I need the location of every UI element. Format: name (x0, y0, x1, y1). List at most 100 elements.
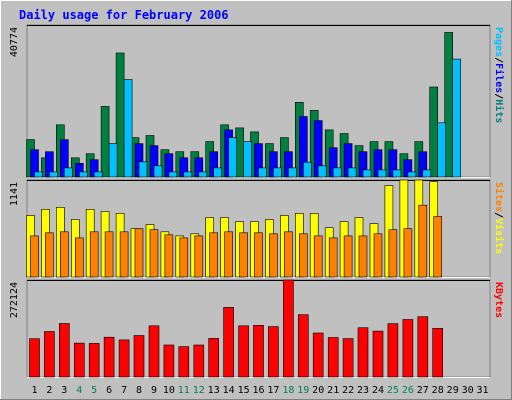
bar-kbytes-day-19 (297, 314, 309, 378)
x-tick-label-day-15: 15 (238, 385, 250, 396)
x-tick-label-day-2: 2 (46, 385, 52, 396)
bar-pages-day-27 (422, 169, 432, 178)
bar-sites-day-16 (254, 232, 263, 278)
legend-slash: / (493, 212, 504, 218)
bar-pages-day-18 (288, 167, 297, 178)
bar-pages-day-3 (64, 167, 73, 178)
series-kbytes (29, 279, 444, 378)
x-tick-label-day-31: 31 (476, 385, 488, 396)
bar-sites-day-11 (179, 237, 189, 278)
bar-pages-day-4 (79, 171, 88, 178)
bar-sites-day-13 (209, 232, 218, 278)
bar-kbytes-day-23 (357, 327, 369, 378)
bar-kbytes-day-17 (268, 326, 279, 378)
x-tick-label-day-28: 28 (432, 385, 444, 396)
bar-kbytes-day-16 (253, 324, 264, 378)
series-pages (34, 58, 462, 178)
bar-pages-day-16 (258, 167, 267, 178)
bar-pages-day-21 (332, 167, 342, 178)
x-tick-label-day-17: 17 (267, 385, 279, 396)
bar-pages-day-1 (34, 171, 43, 178)
x-tick-label-day-8: 8 (136, 385, 142, 396)
bar-pages-day-2 (49, 171, 58, 178)
bar-kbytes-day-26 (402, 319, 414, 378)
bar-kbytes-day-2 (44, 331, 55, 378)
x-tick-label-day-27: 27 (417, 385, 429, 396)
legend-kbytes: KBytes (493, 282, 504, 318)
bar-sites-day-27 (418, 204, 428, 278)
bar-sites-day-12 (194, 235, 204, 278)
x-tick-label-day-30: 30 (462, 385, 474, 396)
legend-pages: Pages (493, 27, 504, 57)
x-tick-label-day-14: 14 (223, 385, 235, 396)
bar-sites-day-4 (75, 237, 84, 278)
bar-sites-day-24 (373, 233, 383, 278)
bar-pages-day-15 (243, 141, 252, 178)
bar-kbytes-day-7 (118, 339, 130, 378)
x-tick-label-day-7: 7 (121, 385, 127, 396)
x-tick-label-day-10: 10 (163, 385, 175, 396)
bar-sites-day-7 (119, 231, 129, 278)
bar-kbytes-day-20 (312, 332, 324, 378)
bar-kbytes-day-10 (163, 344, 175, 378)
bar-pages-day-10 (168, 171, 178, 178)
x-tick-label-day-5: 5 (91, 385, 97, 396)
x-tick-label-day-21: 21 (327, 385, 339, 396)
bar-sites-day-2 (45, 232, 54, 278)
bar-kbytes-day-18 (283, 279, 294, 378)
bar-pages-day-24 (377, 169, 387, 178)
bar-kbytes-day-1 (29, 338, 40, 378)
legend-hits: Hits (493, 99, 505, 123)
bar-sites-day-21 (328, 237, 338, 278)
legend-slash: / (493, 93, 504, 99)
x-tick-label-day-3: 3 (61, 385, 67, 396)
bar-kbytes-day-15 (238, 325, 249, 378)
x-tick-label-day-22: 22 (342, 385, 354, 396)
x-tick-label-day-16: 16 (252, 385, 264, 396)
bar-pages-day-8 (138, 161, 148, 178)
bar-sites-day-18 (284, 231, 293, 278)
bar-sites-day-5 (89, 231, 99, 278)
x-tick-label-day-1: 1 (31, 385, 37, 396)
x-tick-label-day-9: 9 (151, 385, 157, 396)
bar-kbytes-day-3 (58, 323, 70, 378)
bar-pages-day-20 (317, 165, 327, 178)
bar-pages-day-25 (392, 169, 402, 178)
x-axis-labels: 1 2 3 4 5 6 7 8 9 10 11 12 13 14 15 16 17 18 19 20 21 22 23 24 2… (31, 385, 488, 396)
bar-kbytes-day-27 (417, 316, 429, 378)
panel-max-label: 40774 (9, 27, 20, 57)
x-tick-label-day-18: 18 (282, 385, 294, 396)
bar-pages-day-19 (302, 161, 312, 178)
bar-pages-day-29 (452, 58, 462, 178)
panel-hits-files-pages: 40774 Pages/Files/Hits (9, 24, 505, 178)
panel-kbytes: 272124 KBytes (9, 279, 504, 378)
x-tick-label-day-23: 23 (357, 385, 369, 396)
x-tick-label-day-29: 29 (447, 385, 459, 396)
bar-kbytes-day-12 (193, 344, 205, 378)
bar-kbytes-day-24 (372, 330, 384, 378)
bar-sites-day-28 (433, 216, 443, 278)
bar-pages-day-13 (213, 167, 222, 178)
bar-pages-day-17 (273, 167, 282, 178)
panel-legend-label: Sites/Visits (493, 182, 505, 254)
bar-pages-day-14 (228, 137, 237, 178)
bar-pages-day-23 (362, 169, 372, 178)
bar-sites-day-15 (239, 232, 248, 278)
x-tick-label-day-24: 24 (372, 385, 384, 396)
panel-legend-label: KBytes (493, 282, 504, 318)
bar-sites-day-6 (104, 231, 114, 278)
bar-kbytes-day-14 (223, 307, 234, 378)
bar-kbytes-day-4 (74, 342, 85, 378)
bar-kbytes-day-5 (88, 343, 100, 378)
bar-sites-day-20 (313, 235, 323, 278)
bar-kbytes-day-28 (432, 327, 444, 378)
bar-sites-day-8 (134, 228, 144, 278)
bar-sites-day-1 (30, 235, 39, 278)
panel-visits-sites: 1141 Sites/Visits (9, 179, 505, 278)
bar-sites-day-17 (269, 233, 278, 278)
legend-files: Files (493, 63, 505, 93)
x-tick-label-day-25: 25 (387, 385, 399, 396)
x-tick-label-day-26: 26 (402, 385, 414, 396)
